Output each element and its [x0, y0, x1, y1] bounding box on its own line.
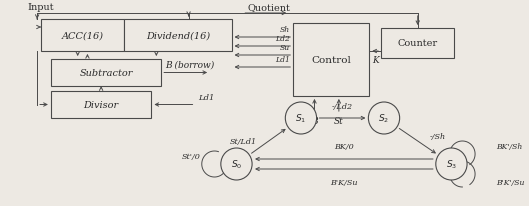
Text: Dividend(16): Dividend(16) — [146, 31, 210, 40]
Circle shape — [368, 103, 399, 134]
Text: Input: Input — [28, 3, 54, 12]
Text: Divisor: Divisor — [84, 101, 118, 109]
Text: St: St — [334, 116, 344, 125]
Bar — [381, 29, 454, 59]
Text: BK/0: BK/0 — [334, 142, 354, 150]
Text: St/Ld1: St/Ld1 — [230, 137, 257, 145]
Circle shape — [285, 103, 316, 134]
Text: Su: Su — [280, 44, 290, 52]
Circle shape — [221, 148, 252, 180]
Bar — [293, 24, 369, 97]
Text: -/Sh: -/Sh — [430, 132, 445, 140]
Text: Subtractor: Subtractor — [79, 69, 133, 78]
Text: St'/0: St'/0 — [182, 152, 201, 160]
Text: B'K'/Su: B'K'/Su — [496, 178, 525, 186]
Text: $S_1$: $S_1$ — [295, 112, 307, 125]
Bar — [124, 20, 232, 52]
Text: -/Ld2: -/Ld2 — [332, 103, 353, 110]
Bar — [41, 20, 124, 52]
Text: K: K — [372, 56, 379, 65]
Bar — [51, 91, 151, 118]
Text: Control: Control — [311, 56, 351, 65]
Text: Sh: Sh — [280, 26, 290, 34]
Circle shape — [436, 148, 467, 180]
Text: $S_0$: $S_0$ — [231, 158, 242, 170]
Text: ACC(16): ACC(16) — [61, 31, 104, 40]
Text: Quotient: Quotient — [247, 3, 290, 12]
Text: B (borrow): B (borrow) — [165, 60, 214, 69]
Text: Ld1: Ld1 — [198, 93, 215, 101]
Bar — [51, 60, 161, 87]
Text: Ld1: Ld1 — [275, 56, 290, 64]
Text: B'K/Su: B'K/Su — [330, 178, 358, 186]
Text: $S_3$: $S_3$ — [446, 158, 457, 170]
Text: Ld2: Ld2 — [275, 35, 290, 43]
Text: BK'/Sh: BK'/Sh — [496, 142, 523, 150]
Text: $S_2$: $S_2$ — [378, 112, 389, 125]
Text: B: B — [311, 116, 318, 125]
Text: Counter: Counter — [398, 39, 438, 48]
